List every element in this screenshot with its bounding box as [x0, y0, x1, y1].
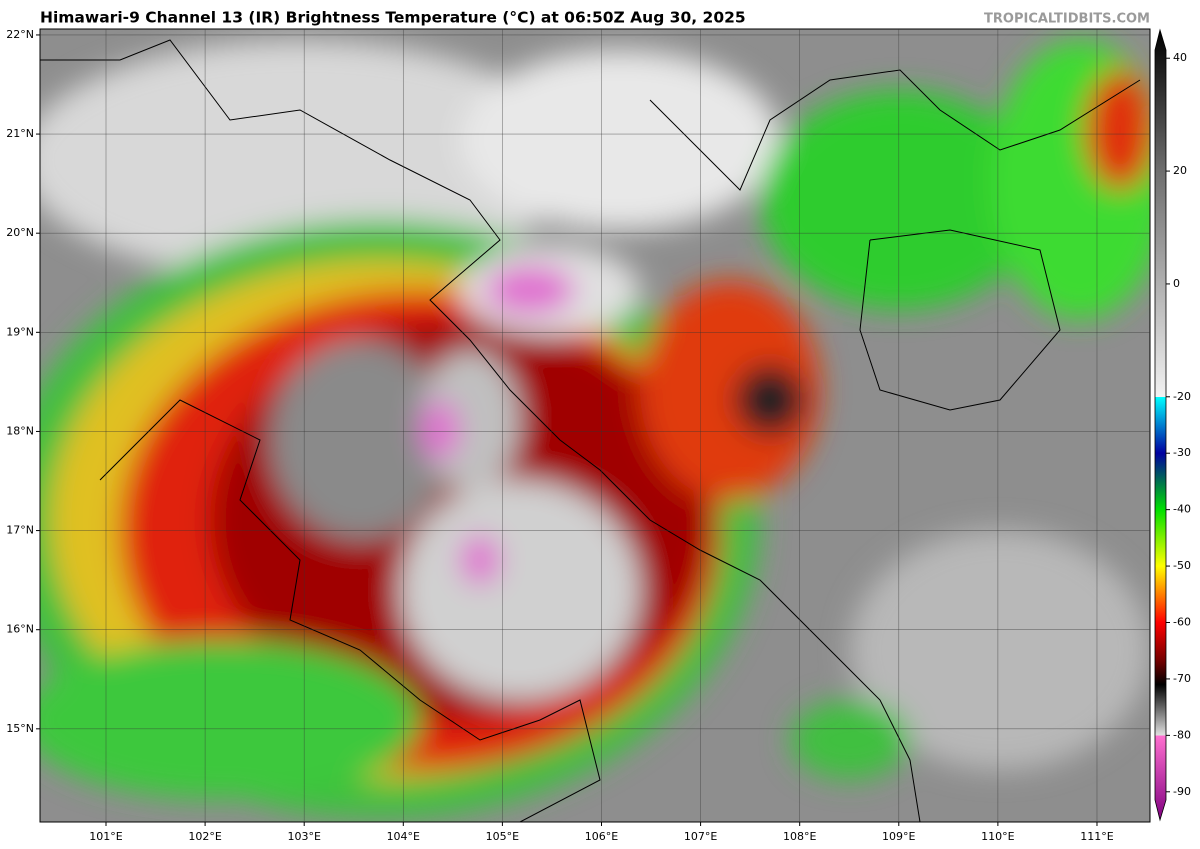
colorbar: [1154, 28, 1167, 822]
colorbar-tick-label: 0: [1173, 277, 1180, 290]
colorbar-tick-label: 20: [1173, 164, 1187, 177]
map-title: Himawari-9 Channel 13 (IR) Brightness Te…: [40, 9, 746, 27]
lat-tick-label: 19°N: [6, 325, 34, 338]
colorbar-tick-label: -90: [1173, 785, 1191, 798]
lon-tick-label: 102°E: [188, 830, 221, 843]
lat-tick-label: 21°N: [6, 127, 34, 140]
lat-tick-label: 17°N: [6, 524, 34, 537]
colorbar-tick-label: -50: [1173, 559, 1191, 572]
lon-tick-label: 110°E: [981, 830, 1014, 843]
lat-tick-label: 15°N: [6, 722, 34, 735]
lon-tick-label: 109°E: [882, 830, 915, 843]
lon-tick-label: 104°E: [387, 830, 420, 843]
lat-tick-label: 16°N: [6, 623, 34, 636]
colorbar-tick-label: -40: [1173, 503, 1191, 516]
lat-tick-label: 18°N: [6, 424, 34, 437]
map-frame: [39, 28, 1151, 823]
colorbar-tick-label: -60: [1173, 616, 1191, 629]
colorbar-tick-label: 40: [1173, 51, 1187, 64]
colorbar-tick-label: -70: [1173, 672, 1191, 685]
lon-tick-label: 101°E: [89, 830, 122, 843]
lon-tick-label: 107°E: [684, 830, 717, 843]
colorbar-tick-label: -80: [1173, 728, 1191, 741]
lon-tick-label: 106°E: [585, 830, 618, 843]
colorbar-tick-label: -30: [1173, 446, 1191, 459]
lat-tick-label: 20°N: [6, 226, 34, 239]
watermark: TROPICALTIDBITS.COM: [984, 12, 1150, 27]
lon-tick-label: 111°E: [1080, 830, 1113, 843]
lon-tick-label: 108°E: [783, 830, 816, 843]
lat-tick-label: 22°N: [6, 28, 34, 41]
lon-tick-label: 103°E: [287, 830, 320, 843]
colorbar-tick-label: -20: [1173, 390, 1191, 403]
ir-imagery: [40, 29, 1150, 822]
lon-tick-label: 105°E: [486, 830, 519, 843]
